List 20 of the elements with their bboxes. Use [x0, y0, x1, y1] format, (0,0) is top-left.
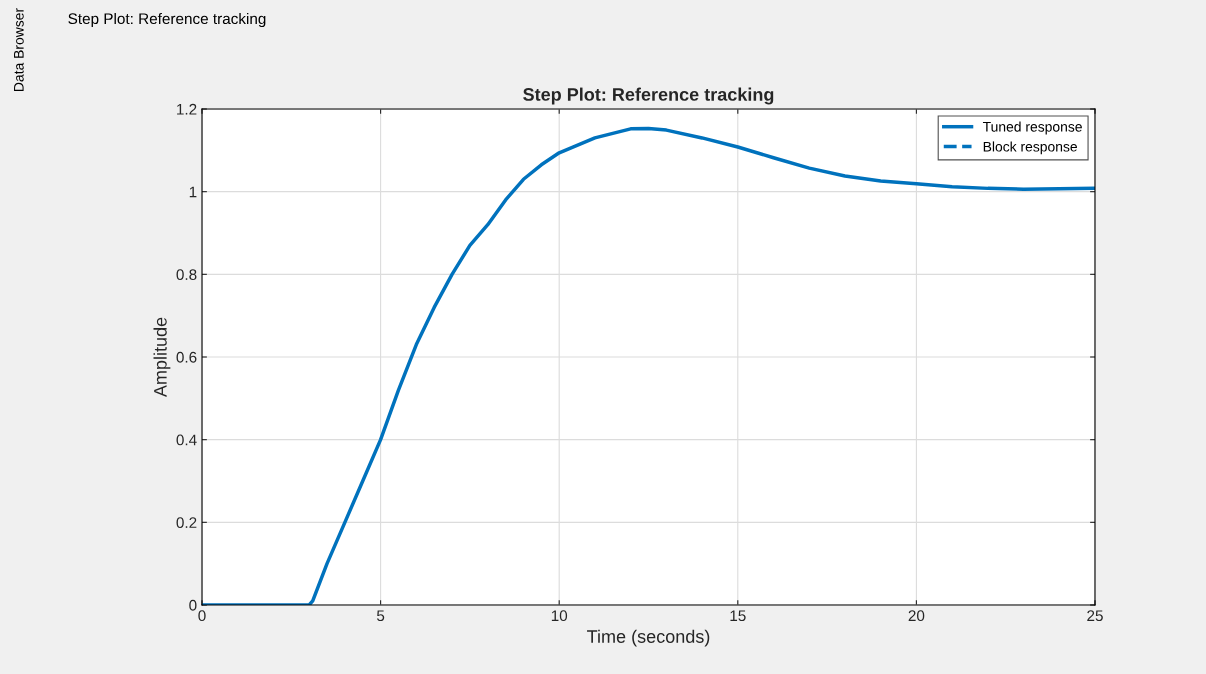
chart-title: Step Plot: Reference tracking	[523, 87, 774, 105]
x-tick-label: 10	[551, 610, 568, 622]
x-tick-label: 25	[1087, 610, 1103, 622]
x-axis-title: Time (seconds)	[587, 629, 710, 647]
y-tick-label: 0	[189, 599, 197, 611]
y-tick-label: 0.4	[176, 434, 197, 446]
y-axis-title: Amplitude	[153, 317, 171, 398]
x-tick-label: 0	[198, 610, 206, 622]
x-tick-label: 5	[376, 610, 385, 622]
legend-label: Tuned response	[982, 121, 1082, 135]
y-tick-label: 0.6	[176, 351, 197, 363]
x-tick-label: 15	[730, 610, 746, 622]
text: Step Plot: Reference tracking	[68, 12, 266, 28]
y-tick-label: 1	[189, 186, 197, 198]
y-tick-label: 0.2	[176, 517, 197, 529]
y-tick-label: 1.2	[177, 103, 197, 115]
y-tick-label: 0.8	[176, 269, 197, 281]
text: Data Browser	[14, 8, 24, 91]
legend-label: Block response	[983, 141, 1077, 155]
x-tick-label: 20	[908, 610, 925, 622]
